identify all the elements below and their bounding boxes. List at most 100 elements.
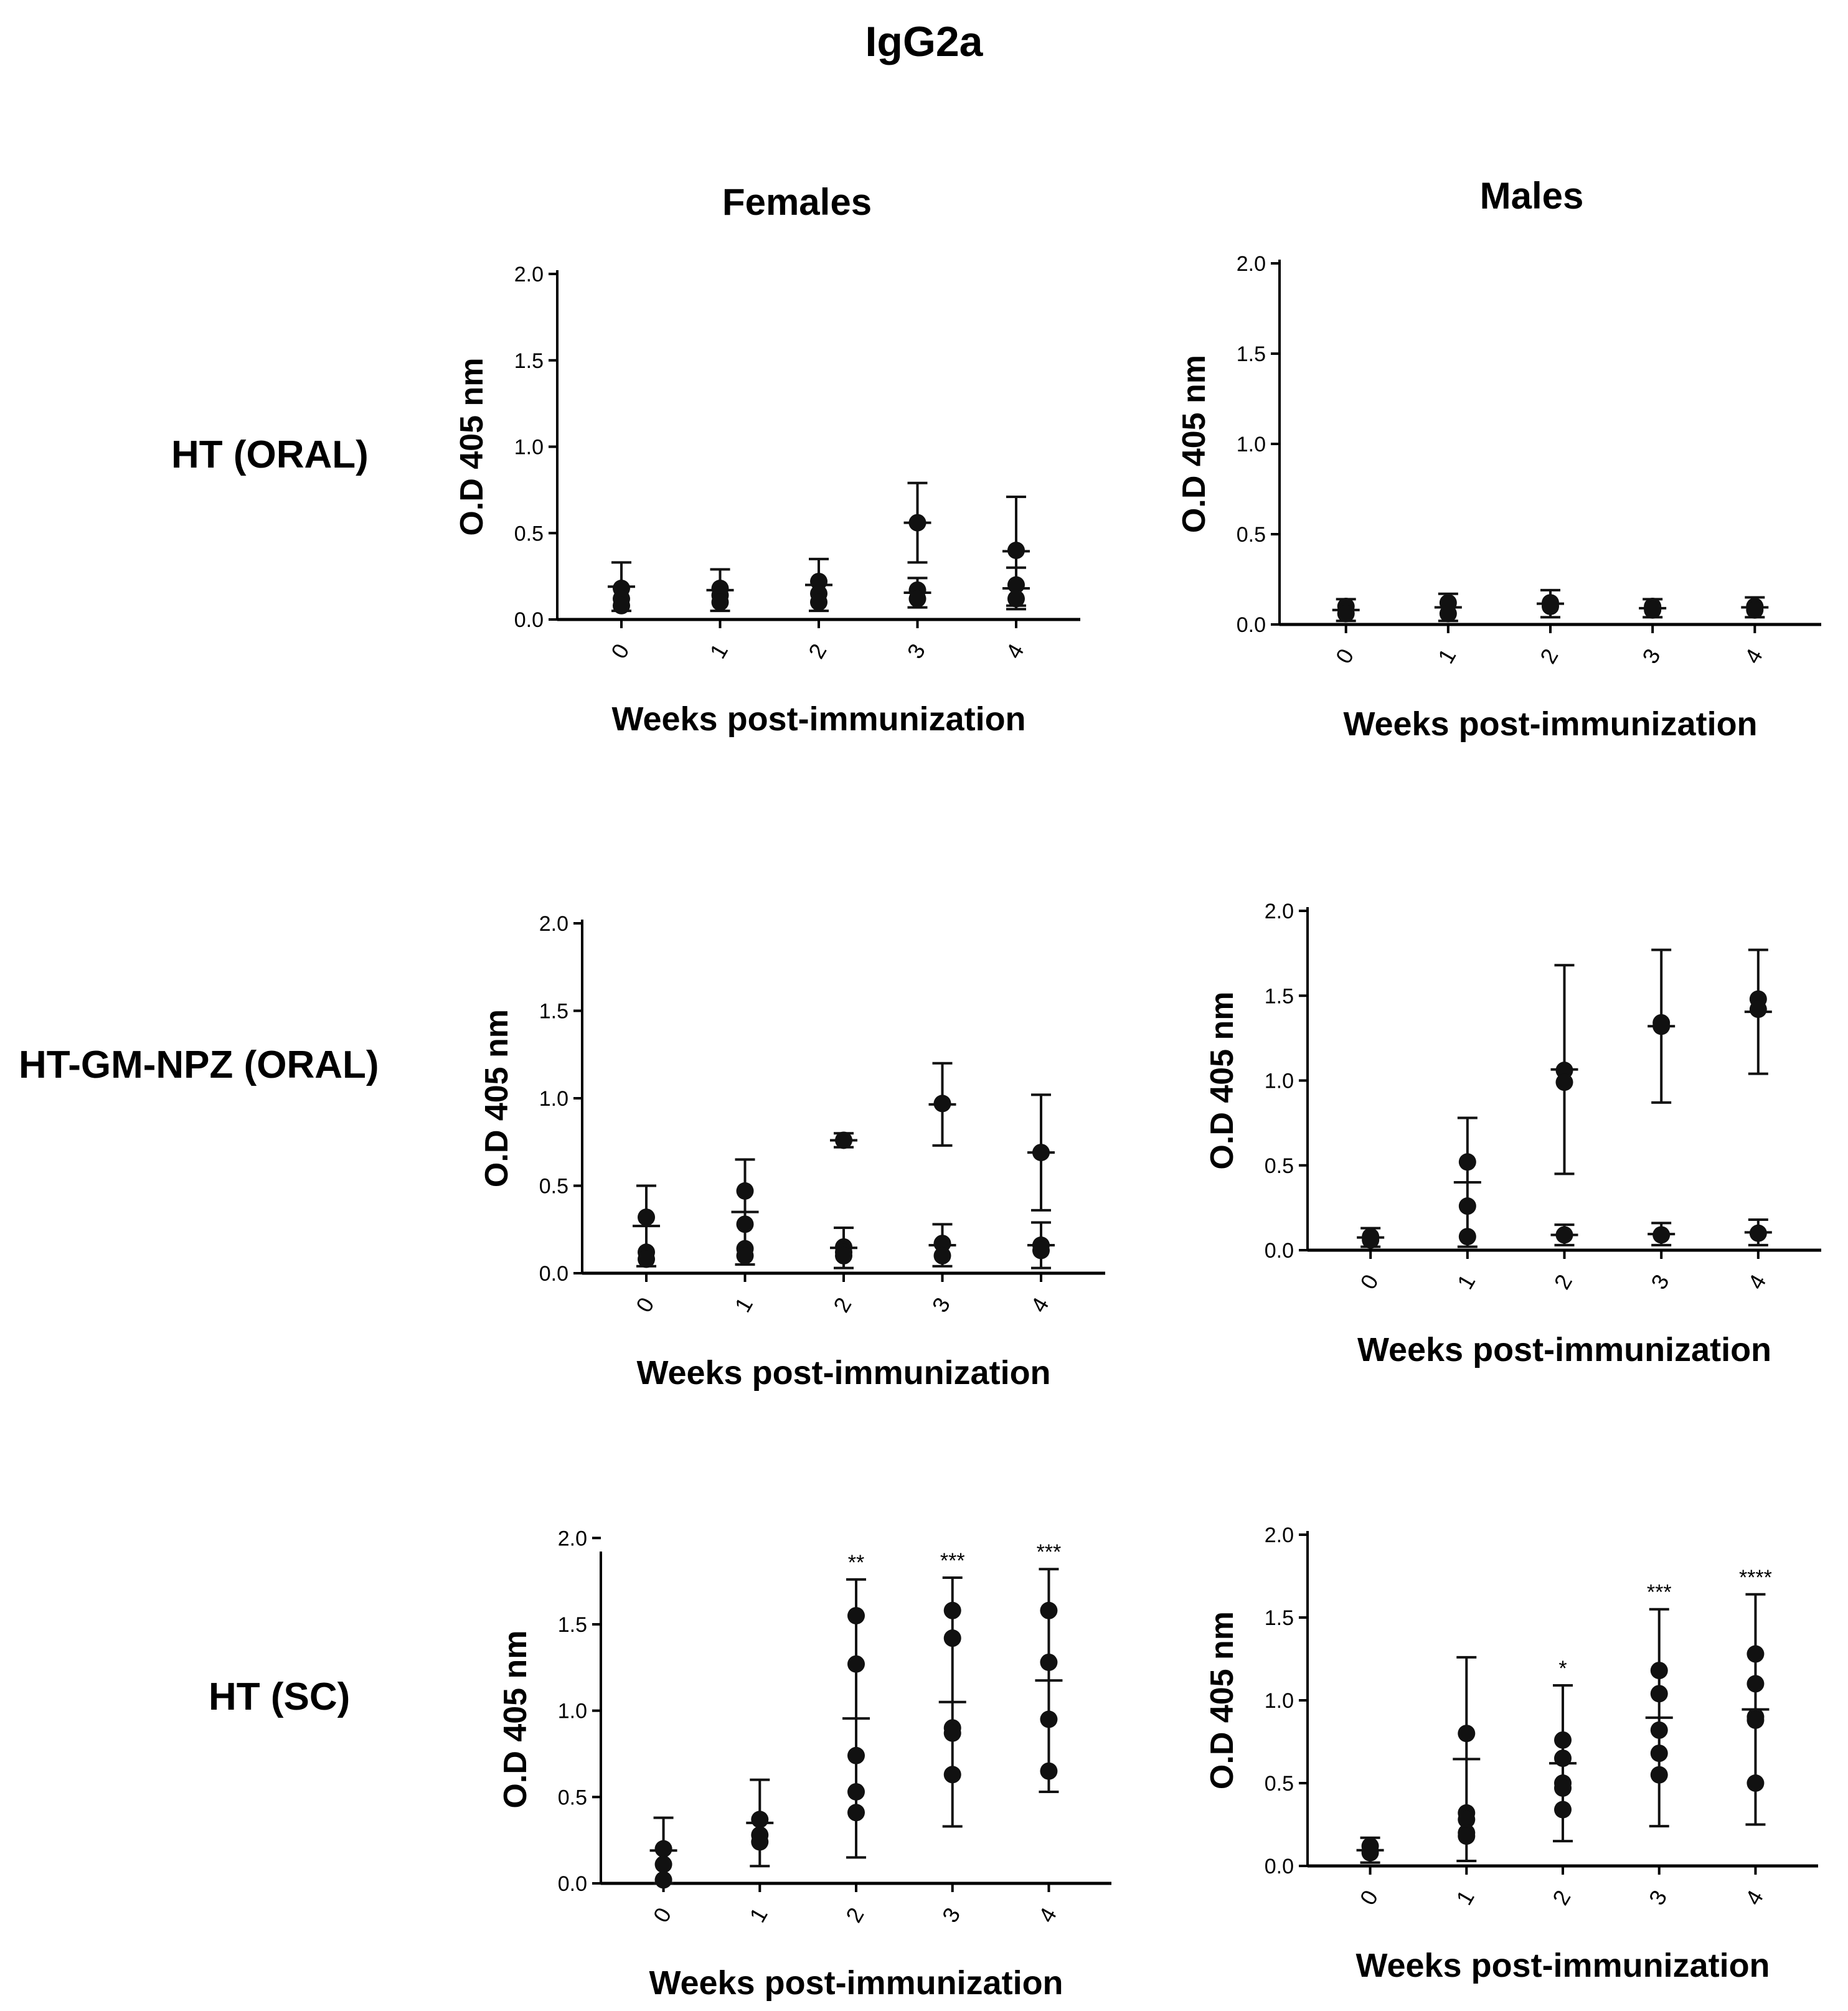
x-tick-label: 1 bbox=[730, 1293, 758, 1317]
data-point bbox=[810, 572, 827, 590]
data-point bbox=[933, 1095, 951, 1113]
x-tick-label: 0 bbox=[606, 639, 634, 663]
x-axis-title: Weeks post-immunization bbox=[649, 1964, 1063, 2002]
x-tick-label: 3 bbox=[1637, 644, 1666, 668]
panel-0: 0.0 0.5 1.0 1.5 2.0 0 1 2 3 4 Weeks post-immunizat… bbox=[454, 263, 1080, 738]
data-point bbox=[1458, 1153, 1476, 1171]
x-tick-label: 3 bbox=[1646, 1270, 1674, 1294]
x-tick-label: 2 bbox=[1535, 644, 1563, 668]
x-tick-label: 4 bbox=[1001, 639, 1029, 663]
data-point bbox=[1032, 1241, 1050, 1260]
data-point bbox=[835, 1246, 852, 1265]
data-point bbox=[1650, 1745, 1668, 1763]
data-point bbox=[751, 1833, 769, 1851]
data-point bbox=[638, 1250, 656, 1268]
y-tick-label: 0.0 bbox=[1265, 1855, 1294, 1878]
x-tick-label: 0 bbox=[631, 1293, 659, 1317]
y-tick-label: 2.0 bbox=[539, 912, 568, 936]
y-tick-label: 2.0 bbox=[1237, 252, 1266, 276]
data-point bbox=[1652, 1226, 1671, 1244]
data-point bbox=[654, 1840, 672, 1858]
panel-4: 0.0 0.5 1.0 1.5 2.0 0 1 2 3 4 Weeks post-immunizat… bbox=[497, 1527, 1111, 2002]
data-point bbox=[1040, 1601, 1058, 1619]
data-point bbox=[654, 1871, 672, 1889]
data-point bbox=[1747, 1774, 1765, 1792]
data-point bbox=[1554, 1779, 1572, 1797]
x-tick-label: 1 bbox=[1452, 1270, 1481, 1294]
x-axis-title: Weeks post-immunization bbox=[611, 700, 1025, 738]
data-point bbox=[1439, 605, 1457, 623]
panel-2: 0.0 0.5 1.0 1.5 2.0 0 1 2 3 4 Weeks post-immunizat… bbox=[479, 912, 1105, 1392]
data-point bbox=[933, 1235, 951, 1253]
panel-5: 0.0 0.5 1.0 1.5 2.0 0 1 2 3 4 Weeks post-immunizat… bbox=[1204, 1524, 1818, 1984]
data-point bbox=[1458, 1197, 1476, 1215]
data-point bbox=[1644, 601, 1662, 619]
significance-label: *** bbox=[1037, 1540, 1062, 1564]
data-point bbox=[1542, 598, 1559, 615]
data-point bbox=[1554, 1731, 1572, 1749]
data-point bbox=[1749, 1224, 1767, 1242]
data-point bbox=[908, 590, 926, 608]
y-tick-label: 1.0 bbox=[1265, 1070, 1294, 1093]
x-tick-label: 3 bbox=[927, 1293, 956, 1317]
y-tick-label: 0.5 bbox=[1265, 1772, 1294, 1796]
data-point bbox=[810, 593, 827, 611]
data-point bbox=[1650, 1685, 1668, 1703]
x-tick-label: 1 bbox=[744, 1903, 773, 1927]
y-tick-label: 1.0 bbox=[514, 436, 544, 459]
y-tick-label: 0.0 bbox=[558, 1872, 587, 1896]
y-tick-label: 1.0 bbox=[539, 1087, 568, 1111]
y-tick-label: 0.5 bbox=[514, 522, 544, 545]
panel-1: 0.0 0.5 1.0 1.5 2.0 0 1 2 3 4 Weeks post-immunizat… bbox=[1176, 252, 1821, 743]
y-tick-label: 1.0 bbox=[558, 1700, 587, 1723]
data-point bbox=[1554, 1801, 1572, 1819]
data-point bbox=[943, 1724, 961, 1742]
data-point bbox=[908, 514, 926, 532]
y-tick-label: 0.0 bbox=[1265, 1239, 1294, 1263]
data-point bbox=[1007, 542, 1025, 559]
y-tick-label: 1.5 bbox=[514, 349, 544, 373]
data-point bbox=[1650, 1662, 1668, 1680]
data-point bbox=[933, 1246, 951, 1265]
row-header-ht-oral: HT (ORAL) bbox=[171, 433, 369, 476]
data-point bbox=[1032, 1144, 1050, 1162]
x-tick-label: 1 bbox=[1433, 644, 1461, 668]
data-point bbox=[654, 1855, 672, 1873]
x-tick-label: 1 bbox=[1451, 1886, 1479, 1910]
data-point bbox=[847, 1783, 865, 1801]
data-point bbox=[1458, 1811, 1476, 1829]
x-tick-label: 0 bbox=[648, 1903, 677, 1927]
y-tick-label: 0.0 bbox=[514, 608, 544, 632]
y-tick-label: 1.5 bbox=[558, 1613, 587, 1637]
y-tick-label: 1.5 bbox=[1265, 984, 1294, 1008]
x-tick-label: 2 bbox=[841, 1903, 869, 1927]
data-point bbox=[1040, 1762, 1058, 1780]
significance-label: *** bbox=[1647, 1581, 1672, 1604]
data-point bbox=[835, 1131, 852, 1149]
data-point bbox=[1040, 1710, 1058, 1728]
data-point bbox=[736, 1246, 754, 1265]
x-tick-label: 3 bbox=[1644, 1886, 1672, 1910]
significance-label: **** bbox=[1739, 1566, 1772, 1589]
data-point bbox=[1458, 1725, 1476, 1743]
y-tick-label: 2.0 bbox=[558, 1527, 587, 1550]
x-tick-label: 4 bbox=[1034, 1903, 1062, 1927]
x-tick-label: 4 bbox=[1025, 1293, 1054, 1317]
x-tick-label: 0 bbox=[1355, 1886, 1384, 1910]
data-point bbox=[711, 593, 729, 611]
x-tick-label: 3 bbox=[937, 1903, 966, 1927]
y-axis-title: O.D 405 nm bbox=[1176, 355, 1212, 533]
significance-label: ** bbox=[848, 1551, 864, 1575]
data-point bbox=[1007, 590, 1025, 608]
data-point bbox=[1458, 1228, 1476, 1246]
row-header-ht-sc: HT (SC) bbox=[209, 1675, 351, 1718]
y-axis-title: O.D 405 nm bbox=[497, 1630, 534, 1808]
data-point bbox=[1652, 1017, 1671, 1035]
x-tick-label: 0 bbox=[1355, 1270, 1384, 1294]
x-tick-label: 4 bbox=[1743, 1270, 1771, 1294]
x-tick-label: 1 bbox=[705, 639, 733, 663]
column-header-females: Females bbox=[722, 181, 872, 223]
data-point bbox=[847, 1804, 865, 1822]
y-axis-title: O.D 405 nm bbox=[1204, 1611, 1240, 1789]
